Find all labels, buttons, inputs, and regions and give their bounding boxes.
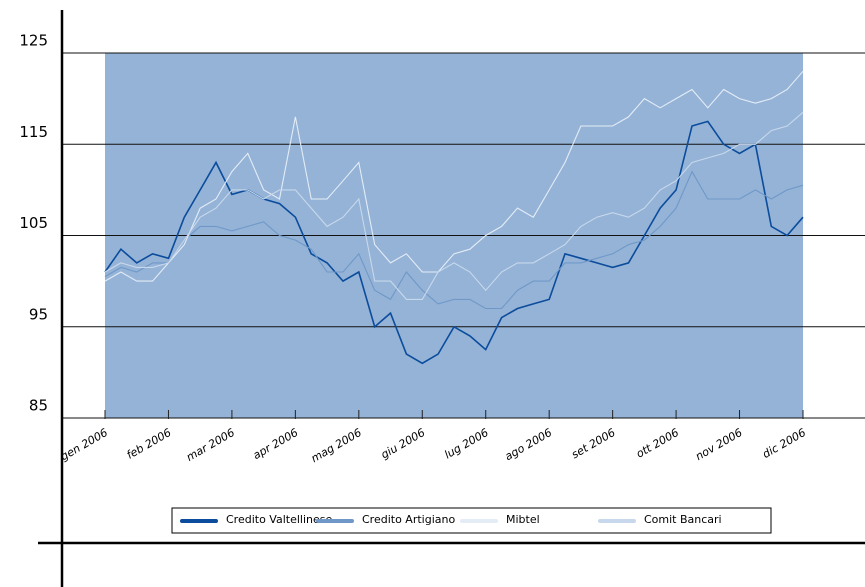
y-tick-label: 85 <box>29 397 48 415</box>
series-line <box>104 170 804 310</box>
legend-label: Comit Bancari <box>644 513 722 526</box>
legend-label: Credito Valtellinese <box>226 513 332 526</box>
y-tick-label: 115 <box>19 123 48 141</box>
series-line <box>104 111 804 300</box>
y-tick-label: 95 <box>29 305 48 323</box>
series-line <box>104 120 804 365</box>
series-line <box>104 70 804 282</box>
legend-label: Credito Artigiano <box>362 513 455 526</box>
legend-label: Mibtel <box>506 513 540 526</box>
y-tick-label: 105 <box>19 214 48 232</box>
y-tick-label: 125 <box>19 32 48 50</box>
